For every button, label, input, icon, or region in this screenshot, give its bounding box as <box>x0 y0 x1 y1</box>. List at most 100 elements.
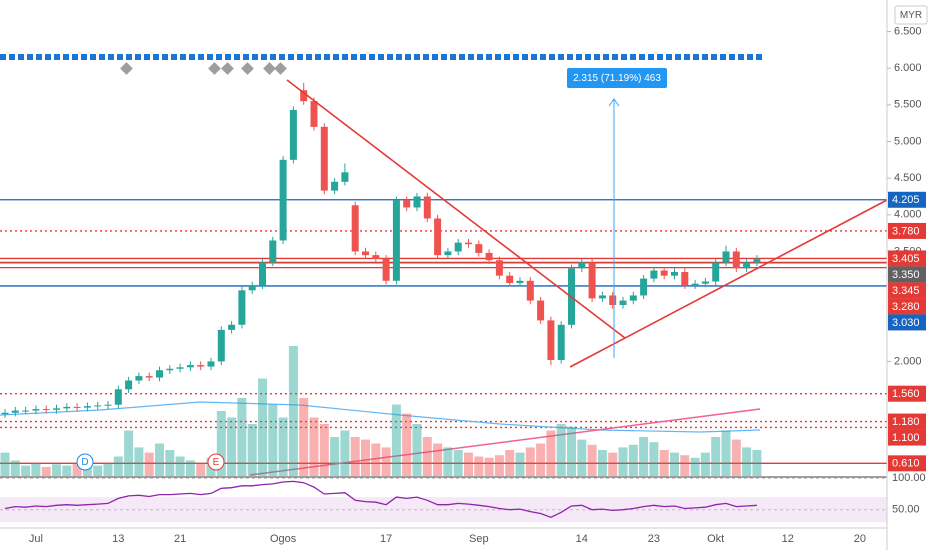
level-label-box <box>888 298 926 315</box>
volume-bar <box>711 437 721 476</box>
candle-body <box>114 389 122 405</box>
volume-bar <box>700 452 710 476</box>
measure-box <box>567 68 667 88</box>
volume-bar <box>453 450 463 476</box>
candle-body <box>506 275 514 283</box>
y-tick-label: 6.500 <box>894 25 922 37</box>
candle-body <box>444 251 452 256</box>
candle-body <box>732 251 740 269</box>
volume-bar <box>62 465 72 476</box>
volume-bar <box>185 460 195 476</box>
volume-bar <box>93 465 103 476</box>
volume-bar <box>196 463 206 476</box>
candle-body <box>22 410 30 412</box>
volume-bar <box>340 430 350 476</box>
volume-bar <box>721 430 731 476</box>
candle-body <box>362 251 369 256</box>
candle-body <box>382 258 390 281</box>
diamond <box>208 62 221 75</box>
volume-bar <box>525 447 535 476</box>
volume-bar <box>618 447 628 476</box>
candle-body <box>681 271 689 286</box>
volume-bar <box>443 447 453 476</box>
x-tick-label: 21 <box>174 533 186 545</box>
candle-body <box>743 262 751 269</box>
volume-bar <box>536 443 546 476</box>
level-label-box <box>888 282 926 299</box>
candle-body <box>434 218 442 256</box>
candle-body <box>186 365 194 368</box>
volume-bar <box>247 424 257 476</box>
volume-bar <box>134 447 144 476</box>
candle-body <box>83 406 91 408</box>
volume-bar <box>690 457 700 476</box>
candle-body <box>176 367 184 369</box>
level-label-box <box>888 385 926 402</box>
level-label-box <box>888 250 926 267</box>
x-tick-label: 23 <box>648 533 660 545</box>
candle-body <box>691 283 699 286</box>
volume-bar <box>124 430 134 476</box>
y-tick-label: 4.000 <box>894 209 922 221</box>
volume-bar <box>628 444 638 476</box>
event-marker[interactable] <box>207 453 225 471</box>
volume-bar <box>31 463 41 476</box>
candle-body <box>135 376 143 381</box>
candle-body <box>166 368 174 371</box>
candle-body <box>753 258 761 263</box>
candle-body <box>598 295 606 299</box>
volume-bar <box>361 439 370 476</box>
level-label-box <box>888 191 926 208</box>
level-label: 4.205 <box>892 194 920 206</box>
measure-arrow-head <box>608 98 620 107</box>
volume-bar <box>144 452 154 476</box>
candle-body <box>495 260 503 276</box>
level-label: 3.780 <box>892 225 920 237</box>
volume-bar <box>175 456 185 476</box>
candle-body <box>351 205 359 252</box>
candle-body <box>454 242 462 252</box>
volume-average <box>0 401 761 433</box>
candle-body <box>413 196 421 208</box>
x-tick-label: 13 <box>112 533 124 545</box>
volume-bar <box>72 463 82 476</box>
candle-body <box>145 376 153 378</box>
trend-line <box>286 79 626 339</box>
volume-bar <box>103 463 113 476</box>
volume-bar <box>515 452 525 476</box>
volume-bar <box>227 417 237 476</box>
level-label-box <box>888 266 926 283</box>
event-label: D <box>81 457 88 468</box>
volume-bar <box>670 452 679 476</box>
candle-body <box>516 280 524 283</box>
x-tick-label: Sep <box>469 533 489 545</box>
candle-body <box>248 285 256 291</box>
candle-body <box>537 300 545 321</box>
candle-body <box>475 244 483 253</box>
level-label: 3.405 <box>892 253 920 265</box>
y-tick-label: 2.000 <box>894 355 922 367</box>
signal-diamonds <box>120 62 287 75</box>
candle-body <box>372 255 380 259</box>
volume-bar <box>41 466 51 476</box>
x-tick-label: 12 <box>782 533 794 545</box>
candle-body <box>392 200 400 281</box>
level-label: 3.280 <box>892 301 920 313</box>
event-marker[interactable] <box>76 453 94 471</box>
volume-bar <box>309 417 319 476</box>
volume-bar <box>371 443 381 476</box>
volume-bar <box>422 437 432 476</box>
level-label-box <box>888 455 926 472</box>
candle-body <box>650 270 658 279</box>
candle-body <box>609 295 617 305</box>
level-label: 1.180 <box>892 416 920 428</box>
candle-body <box>42 409 50 411</box>
candle-body <box>197 365 205 367</box>
candle-body <box>289 109 297 160</box>
candle-body <box>640 278 648 296</box>
volume-bar <box>587 444 597 476</box>
volume-bar <box>113 456 123 476</box>
